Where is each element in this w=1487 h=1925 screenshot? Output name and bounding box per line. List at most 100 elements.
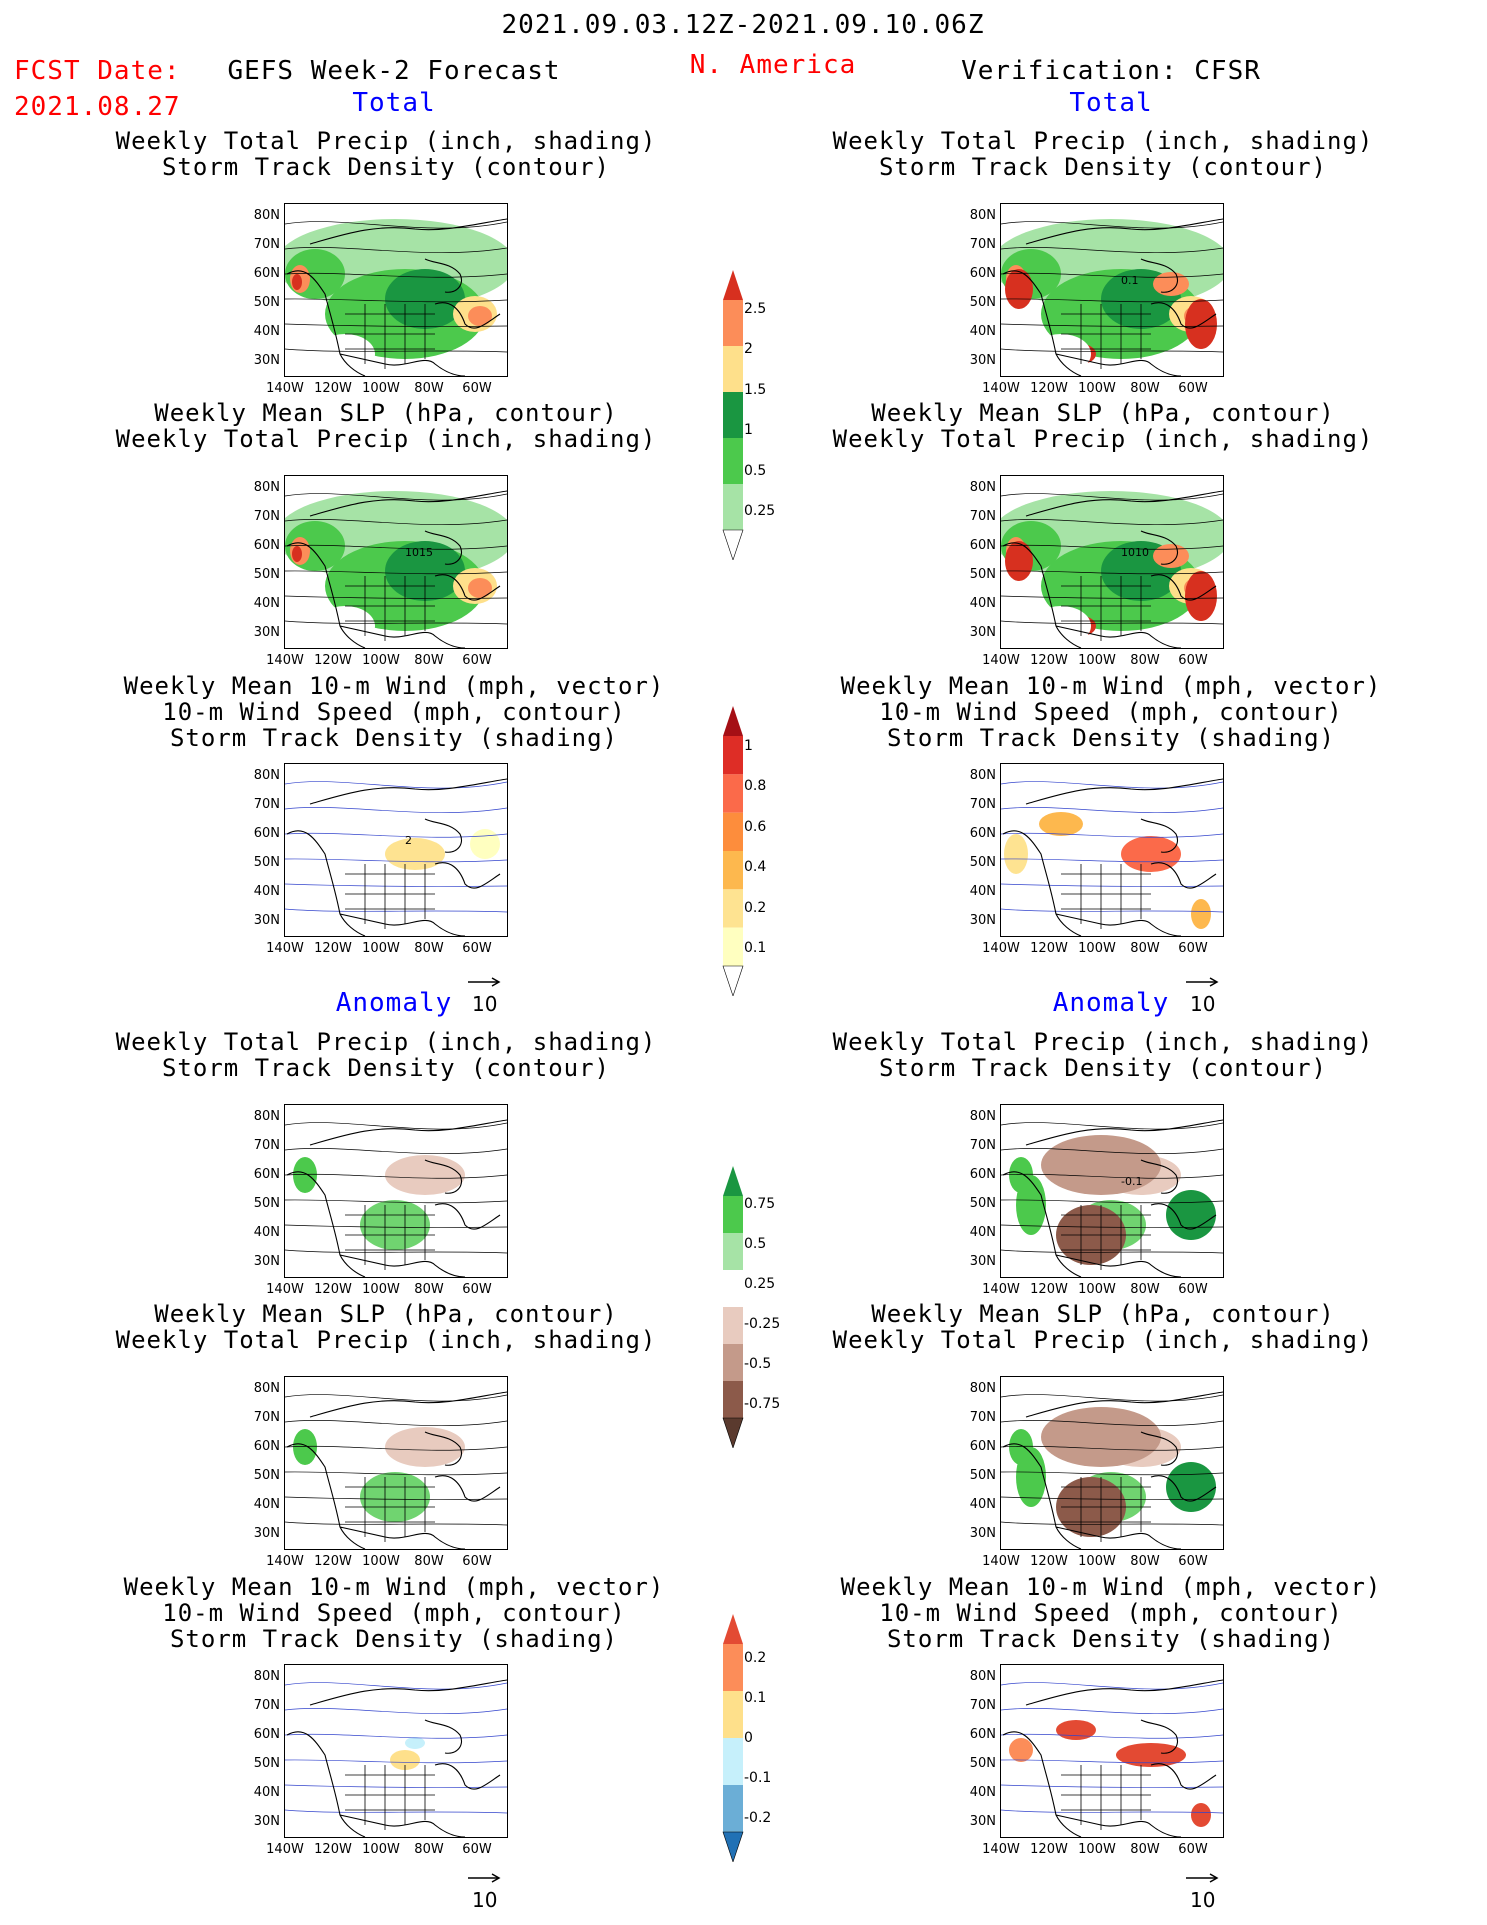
lon-tick-label: 100W xyxy=(362,1554,400,1569)
lat-tick-label: 30N xyxy=(253,353,280,368)
shading-area xyxy=(1041,1135,1161,1195)
total-right-label: Total xyxy=(1069,88,1153,118)
lon-tick-label: 140W xyxy=(982,381,1020,396)
contour-line xyxy=(1001,1471,1223,1476)
contour-line xyxy=(1001,883,1223,887)
lat-tick-label: 80N xyxy=(253,480,280,495)
contour-line xyxy=(1001,1759,1223,1764)
shading-area xyxy=(1056,1720,1096,1740)
lon-tick-label: 80W xyxy=(414,381,444,396)
lat-tick-label: 70N xyxy=(253,1698,280,1713)
lat-tick-label: 80N xyxy=(969,480,996,495)
contour-line xyxy=(285,1224,507,1228)
coastline xyxy=(1002,778,1223,936)
shading-area xyxy=(405,1737,425,1749)
lon-tick-label: 100W xyxy=(362,1842,400,1857)
lon-tick-label: 140W xyxy=(982,941,1020,956)
lon-tick-label: 60W xyxy=(462,381,492,396)
lon-tick-label: 60W xyxy=(462,653,492,668)
contour-line xyxy=(285,1809,507,1814)
lat-tick-label: 40N xyxy=(969,1497,996,1512)
contour-line xyxy=(1001,1148,1223,1155)
lat-tick-label: 70N xyxy=(969,797,996,812)
contour-line xyxy=(285,1249,507,1254)
colorbar-label: 0.5 xyxy=(744,463,767,479)
contour-label: 1010 xyxy=(1121,546,1149,559)
map-cfsr-precip-anom: -0.1 xyxy=(1000,1104,1224,1278)
lat-tick-label: 60N xyxy=(253,266,280,281)
coastline xyxy=(286,218,507,376)
contour-line xyxy=(1001,832,1223,838)
contour-line xyxy=(285,221,507,229)
colorbar-swatch xyxy=(722,1831,744,1863)
contour-line xyxy=(285,1784,507,1788)
contour-line xyxy=(285,1471,507,1476)
lat-tick-label: 50N xyxy=(253,1468,280,1483)
coastline xyxy=(1002,490,1223,648)
contour-line xyxy=(1001,493,1223,501)
lon-tick-label: 100W xyxy=(1078,941,1116,956)
colorbar-precip-total xyxy=(718,270,748,564)
colorbar-label: 2.5 xyxy=(744,301,767,317)
lon-tick-label: 80W xyxy=(1130,653,1160,668)
arrow-icon xyxy=(1186,977,1219,987)
shading-area xyxy=(1166,1462,1216,1512)
lat-tick-label: 60N xyxy=(253,826,280,841)
coastline xyxy=(286,1391,507,1549)
contour-line xyxy=(1001,570,1223,575)
lat-tick-label: 40N xyxy=(253,324,280,339)
lon-tick-label: 140W xyxy=(266,1554,304,1569)
lon-tick-label: 60W xyxy=(462,1554,492,1569)
lat-tick-label: 60N xyxy=(253,1727,280,1742)
contour-line xyxy=(1001,247,1223,254)
lat-tick-label: 80N xyxy=(969,208,996,223)
panel-title-gefs-wind-total: Weekly Mean 10-m Wind (mph, vector) 10-m … xyxy=(123,672,665,752)
contour-line xyxy=(1001,858,1223,863)
contour-line xyxy=(285,519,507,526)
lat-tick-label: 30N xyxy=(253,913,280,928)
lat-tick-label: 80N xyxy=(253,1669,280,1684)
lon-tick-label: 80W xyxy=(1130,941,1160,956)
contour-line xyxy=(285,807,507,814)
colorbar-swatch xyxy=(723,1381,743,1418)
colorbar-precip-anom xyxy=(718,1166,748,1452)
shading-area xyxy=(293,1157,317,1193)
lon-tick-label: 60W xyxy=(462,1842,492,1857)
shading-area xyxy=(468,306,492,326)
lat-tick-label: 80N xyxy=(969,1109,996,1124)
arrow-icon xyxy=(468,977,501,987)
lat-tick-label: 40N xyxy=(253,1225,280,1240)
reference-vector-label: 10 xyxy=(472,1888,498,1912)
state-borders xyxy=(345,1205,435,1270)
arrow-icon xyxy=(1186,1873,1219,1883)
lon-tick-label: 120W xyxy=(314,381,352,396)
lon-tick-label: 120W xyxy=(314,653,352,668)
shading-area xyxy=(1121,836,1181,872)
lat-tick-label: 70N xyxy=(253,1410,280,1425)
shading-area xyxy=(390,1750,420,1770)
lon-tick-label: 100W xyxy=(1078,1842,1116,1857)
state-borders xyxy=(1061,576,1151,641)
lon-tick-label: 60W xyxy=(462,1282,492,1297)
map-cfsr-precip-total: 0.1 xyxy=(1000,203,1224,377)
shading-area xyxy=(1039,812,1083,836)
lat-tick-label: 60N xyxy=(969,1439,996,1454)
lat-tick-label: 30N xyxy=(253,625,280,640)
contour-line xyxy=(1001,1122,1223,1130)
map-gefs-wind-anom xyxy=(284,1664,508,1838)
reference-vector-cfsr-total: 10 xyxy=(1186,968,1220,1016)
lat-tick-label: 50N xyxy=(253,567,280,582)
contour-line xyxy=(285,1420,507,1427)
lat-tick-label: 50N xyxy=(253,855,280,870)
panel-title-cfsr-slp-anom: Weekly Mean SLP (hPa, contour) Weekly Tot… xyxy=(832,1300,1374,1354)
lat-tick-label: 50N xyxy=(253,295,280,310)
shading-area xyxy=(293,1429,317,1465)
lat-tick-label: 30N xyxy=(969,353,996,368)
colorbar-swatch xyxy=(723,1738,743,1785)
contour-line xyxy=(1001,1809,1223,1814)
shading-area xyxy=(1191,899,1211,929)
colorbar-label: 0.5 xyxy=(744,1236,767,1252)
shading-area xyxy=(1031,334,1091,374)
lat-tick-label: 60N xyxy=(253,538,280,553)
shading-area xyxy=(1004,834,1028,874)
